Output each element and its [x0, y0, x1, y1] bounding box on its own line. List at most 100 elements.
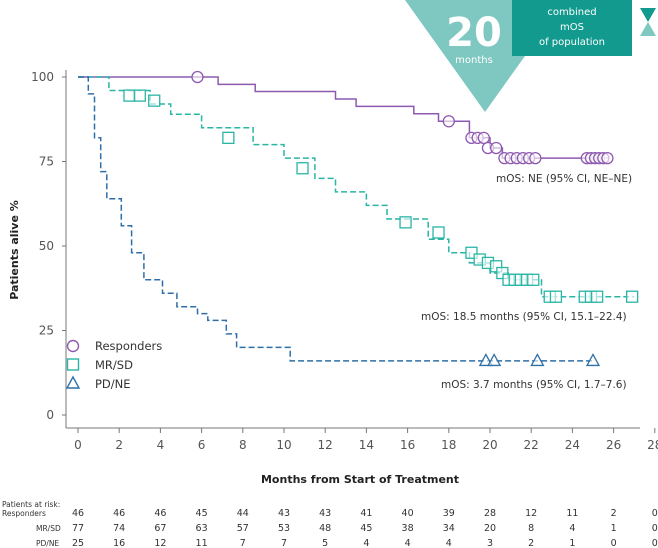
risk-row-label-responders: Responders — [2, 509, 46, 518]
risk-value: 1 — [611, 523, 617, 534]
risk-value: 3 — [487, 538, 493, 548]
risk-value: 11 — [196, 538, 208, 548]
censor-mark-mrsd — [590, 290, 604, 303]
risk-value: 1 — [569, 538, 575, 548]
legend-label-responders: Responders — [95, 339, 162, 353]
y-tick-label: 75 — [39, 155, 54, 169]
curve-responders — [78, 76, 610, 159]
x-tick-label: 18 — [441, 438, 456, 452]
risk-table: Patients at risk: Responders MR/SD PD/NE… — [2, 500, 658, 548]
legend-item-responders: Responders — [66, 339, 162, 353]
x-tick-label: 6 — [198, 438, 206, 452]
risk-value: 74 — [113, 523, 125, 534]
risk-value: 0 — [652, 523, 658, 534]
x-tick-label: 20 — [482, 438, 497, 452]
risk-value: 0 — [652, 508, 658, 519]
annotation-responders: mOS: NE (95% CI, NE–NE) — [496, 173, 632, 185]
x-tick-label: 8 — [239, 438, 247, 452]
y-tick-label: 50 — [39, 239, 54, 253]
censor-mark-responders — [490, 141, 503, 155]
risk-value: 11 — [566, 508, 578, 519]
censor-mark-mrsd — [123, 89, 136, 102]
censor-mark-mrsd — [527, 273, 540, 286]
x-tick-label: 14 — [359, 438, 374, 452]
risk-value: 8 — [528, 523, 534, 534]
banner-icon — [640, 8, 656, 36]
censor-mark-mrsd — [399, 216, 412, 229]
censor-mark-responders — [191, 70, 204, 84]
x-tick-label: 10 — [276, 438, 291, 452]
curve-pdne — [78, 76, 593, 362]
curve-mrsd — [78, 76, 635, 298]
risk-value: 0 — [652, 538, 658, 548]
risk-row-label-mrsd: MR/SD — [36, 524, 61, 533]
risk-value: 44 — [237, 508, 249, 519]
censor-mark-mrsd — [490, 260, 503, 273]
censor-mark-mrsd — [549, 290, 563, 303]
risk-value: 34 — [443, 523, 455, 534]
x-tick-label: 2 — [115, 438, 123, 452]
censor-mark-mrsd — [465, 246, 478, 259]
censor-mark-pdne — [487, 353, 502, 367]
mos-banner: 20 months combined mOS of population — [405, 0, 656, 112]
banner-label-2: mOS — [560, 22, 584, 33]
y-tick-label: 100 — [31, 70, 54, 84]
risk-value: 25 — [72, 538, 84, 548]
x-tick-label: 0 — [74, 438, 82, 452]
risk-value: 4 — [446, 538, 452, 548]
censor-mark-mrsd — [133, 89, 146, 102]
censor-marks — [123, 70, 639, 367]
risk-value: 0 — [611, 538, 617, 548]
risk-value: 7 — [240, 538, 246, 548]
risk-value: 2 — [611, 508, 617, 519]
risk-value: 16 — [113, 538, 125, 548]
legend-circle-icon — [66, 339, 80, 353]
x-ticks: 0246810121416182022242628 — [74, 428, 658, 452]
censor-mark-mrsd — [432, 226, 445, 239]
annotation-mrsd: mOS: 18.5 months (95% CI, 15.1–22.4) — [421, 311, 627, 323]
legend-label-pdne: PD/NE — [95, 377, 131, 391]
risk-value: 20 — [484, 523, 496, 534]
censor-mark-mrsd — [296, 162, 309, 175]
x-tick-label: 16 — [400, 438, 415, 452]
risk-row-label-pdne: PD/NE — [36, 539, 59, 548]
banner-box — [512, 0, 632, 56]
legend-item-mrsd: MR/SD — [66, 358, 133, 372]
x-axis-title: Months from Start of Treatment — [261, 473, 459, 486]
risk-table-values: 46 46 46 45 44 43 43 41 40 39 28 12 11 2 077 74 67 63 57 53… — [72, 508, 658, 548]
risk-value: 2 — [528, 538, 534, 548]
risk-value: 12 — [154, 538, 166, 548]
risk-value: 43 — [319, 508, 331, 519]
legend-triangle-icon — [65, 375, 81, 389]
risk-value: 28 — [484, 508, 496, 519]
risk-value: 4 — [405, 538, 411, 548]
censor-mark-responders — [442, 115, 455, 128]
risk-value: 67 — [154, 523, 166, 534]
censor-mark-responders — [529, 151, 542, 165]
risk-value: 39 — [443, 508, 455, 519]
risk-value: 45 — [196, 508, 208, 519]
risk-table-title: Patients at risk: — [2, 500, 60, 509]
banner-label-1: combined — [547, 7, 596, 18]
risk-value: 63 — [196, 523, 208, 534]
risk-value: 48 — [319, 523, 331, 534]
x-tick-label: 28 — [647, 438, 658, 452]
risk-value: 40 — [402, 508, 414, 519]
risk-value: 12 — [525, 508, 537, 519]
axes — [65, 70, 640, 429]
x-tick-label: 24 — [565, 438, 580, 452]
y-ticks: 0 25 50 75 100 — [31, 70, 66, 422]
censor-mark-mrsd — [625, 290, 639, 303]
risk-value: 57 — [237, 523, 249, 534]
risk-value: 5 — [322, 538, 328, 548]
risk-value: 4 — [363, 538, 369, 548]
censor-mark-responders — [477, 131, 490, 144]
risk-value: 38 — [402, 523, 414, 534]
censor-mark-mrsd — [496, 266, 509, 280]
censor-mark-responders — [601, 151, 614, 165]
y-axis-title: Patients alive % — [8, 200, 21, 300]
risk-value: 53 — [278, 523, 290, 534]
risk-value: 4 — [569, 523, 575, 534]
legend-label-mrsd: MR/SD — [95, 358, 133, 372]
